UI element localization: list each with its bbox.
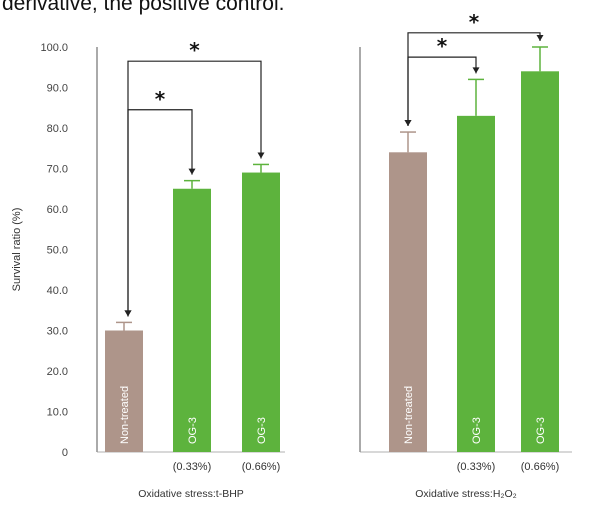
concentration-label: (0.33%) — [173, 461, 212, 473]
significance-bracket — [407, 56, 477, 127]
y-tick-label: 20.0 — [47, 366, 68, 378]
y-tick-label: 50.0 — [47, 245, 68, 257]
y-tick-label: 70.0 — [47, 164, 68, 176]
concentration-label: (0.66%) — [521, 461, 560, 473]
significance-star: * — [189, 38, 200, 62]
bar-label: OG-3 — [256, 417, 268, 444]
bar-og3-1-1 — [457, 115, 495, 452]
significance-bracket — [127, 60, 262, 317]
bar-og3-1-2 — [521, 71, 559, 453]
bar-label: OG-3 — [471, 417, 483, 444]
significance-star: * — [155, 87, 166, 111]
bracket-arrowhead — [188, 168, 196, 175]
y-tick-label: 100.0 — [40, 42, 68, 54]
bracket-arrowhead — [257, 152, 265, 159]
bar-og3-0-2 — [242, 172, 280, 453]
concentration-label: (0.33%) — [457, 461, 496, 473]
y-tick-label: 80.0 — [47, 123, 68, 135]
bar-non-treated-0-0 — [105, 330, 143, 452]
bracket-arrowhead — [536, 35, 544, 41]
significance-layer: * * * * — [124, 10, 544, 317]
bar-label: OG-3 — [187, 417, 199, 444]
panel-title: Oxidative stress:t-BHP — [138, 488, 244, 500]
y-tick-label: 40.0 — [47, 285, 68, 297]
significance-star: * — [437, 34, 448, 58]
y-tick-label: 90.0 — [47, 83, 68, 95]
concentration-label: (0.66%) — [242, 461, 281, 473]
bracket-arrowhead — [404, 120, 412, 127]
bracket-arrowhead — [472, 67, 480, 74]
y-tick-label: 60.0 — [47, 204, 68, 216]
significance-star: * — [469, 10, 480, 34]
y-tick-label: 30.0 — [47, 326, 68, 338]
bar-og3-0-1 — [173, 188, 211, 452]
bar-label: OG-3 — [535, 417, 547, 444]
labels-layer: Non-treated OG-3 (0.33%) OG-3 (0.66%) Oxidati… — [119, 386, 559, 500]
figure-caption: derivative, the positive control. — [2, 0, 285, 15]
bar-label: Non-treated — [403, 386, 415, 444]
y-tick-label: 10.0 — [47, 407, 68, 419]
bar-label: Non-treated — [119, 386, 131, 444]
y-axis-label: Survival ratio (%) — [11, 208, 23, 292]
bars-layer — [105, 46, 559, 453]
panel-title: Oxidative stress:H₂O₂ — [415, 488, 517, 500]
bracket-arrowhead — [124, 310, 132, 317]
y-tick-label: 0 — [62, 447, 68, 459]
bar-non-treated-1-0 — [389, 152, 427, 453]
